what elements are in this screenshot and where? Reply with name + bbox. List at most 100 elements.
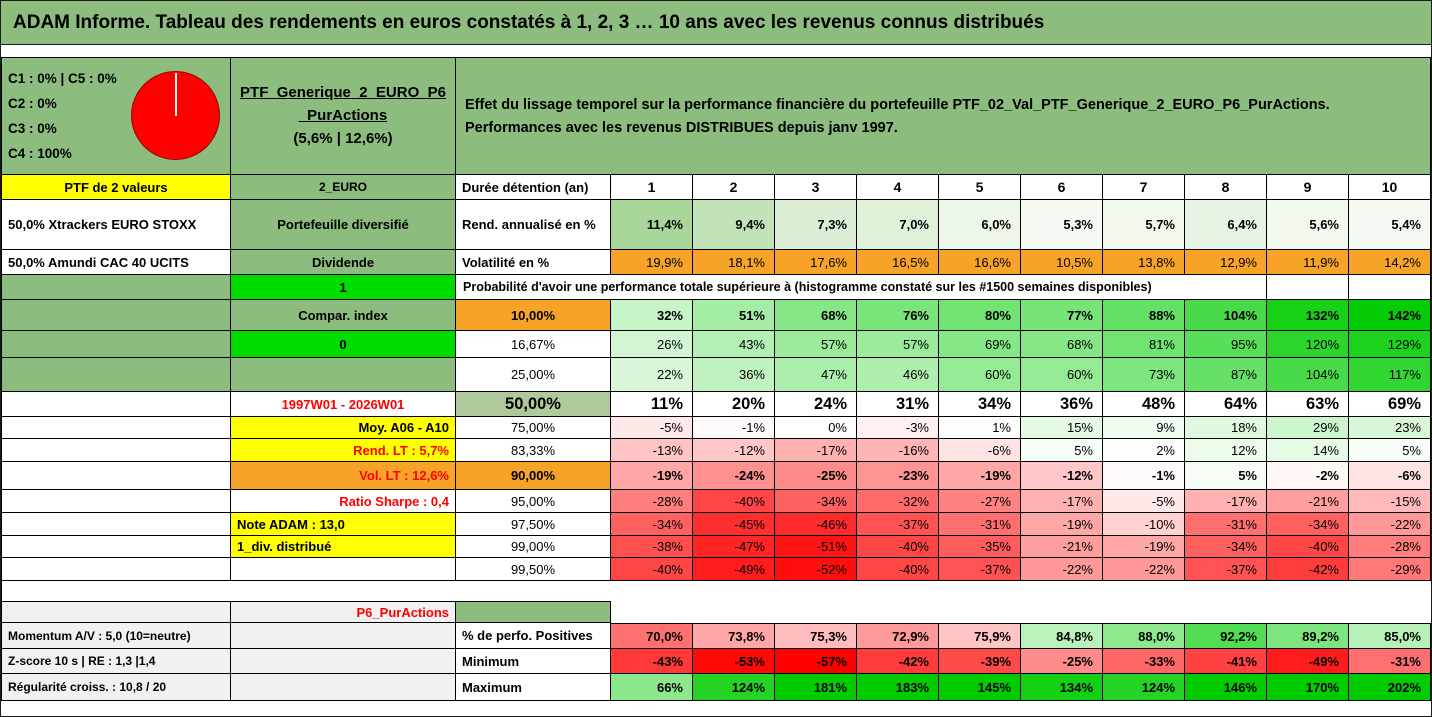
cell-r-gularit-croiss-10-8-20[interactable]: Régularité croiss. : 10,8 / 20 (2, 674, 231, 701)
year-header-3[interactable]: 3 (775, 175, 857, 200)
cell-minimum-y9[interactable]: -49% (1267, 649, 1349, 674)
cell-vol-y8[interactable]: 12,9% (1185, 250, 1267, 275)
cell-p99-y5[interactable]: -35% (939, 536, 1021, 558)
cell-vol-y3[interactable]: 17,6% (775, 250, 857, 275)
cell-rend-y9[interactable]: 5,6% (1267, 200, 1349, 250)
cell-minimum-y3[interactable]: -57% (775, 649, 857, 674)
cell-p995-c1-empty[interactable] (2, 558, 231, 581)
cell-positives-y9[interactable]: 89,2% (1267, 623, 1349, 649)
cell-p99-y8[interactable]: -34% (1185, 536, 1267, 558)
cell-p75-y4[interactable]: -3% (857, 417, 939, 439)
cell-p99-y1[interactable]: -38% (611, 536, 693, 558)
cell-p50-y5[interactable]: 34% (939, 392, 1021, 417)
cell-p99-y3[interactable]: -51% (775, 536, 857, 558)
cell-p10-y7[interactable]: 88% (1103, 300, 1185, 331)
cell-p83-y5[interactable]: -6% (939, 439, 1021, 462)
cell-p25-y8[interactable]: 87% (1185, 358, 1267, 392)
cell-p25-y10[interactable]: 117% (1349, 358, 1431, 392)
cell-p75-y10[interactable]: 23% (1349, 417, 1431, 439)
cell-90-00[interactable]: 90,00% (456, 462, 611, 490)
cell-vol-y2[interactable]: 18,1% (693, 250, 775, 275)
cell-p25-y6[interactable]: 60% (1021, 358, 1103, 392)
cell-p10-y6[interactable]: 77% (1021, 300, 1103, 331)
cell-p97-y6[interactable]: -19% (1021, 513, 1103, 536)
cell-volatilit-en[interactable]: Volatilité en % (456, 250, 611, 275)
cell-proba-c1-empty[interactable] (2, 275, 231, 300)
cell-proba-empty[interactable] (1267, 275, 1349, 300)
cell-p90-y2[interactable]: -24% (693, 462, 775, 490)
cell-p50-y4[interactable]: 31% (857, 392, 939, 417)
cell-p83-y8[interactable]: 12% (1185, 439, 1267, 462)
cell-p995-y6[interactable]: -22% (1021, 558, 1103, 581)
cell-0[interactable]: 0 (231, 331, 456, 358)
cell-maximum-y6[interactable]: 134% (1021, 674, 1103, 701)
cell-p10-y9[interactable]: 132% (1267, 300, 1349, 331)
cell-p90-y1[interactable]: -19% (611, 462, 693, 490)
cell-p95-y8[interactable]: -17% (1185, 490, 1267, 513)
cell-p99-y2[interactable]: -47% (693, 536, 775, 558)
cell-p97-y7[interactable]: -10% (1103, 513, 1185, 536)
cell-p95-c1-empty[interactable] (2, 490, 231, 513)
cell-p995-y1[interactable]: -40% (611, 558, 693, 581)
cell-p90-y6[interactable]: -12% (1021, 462, 1103, 490)
cell-p75-y5[interactable]: 1% (939, 417, 1021, 439)
cell-maximum-y10[interactable]: 202% (1349, 674, 1431, 701)
cell-p99-y10[interactable]: -28% (1349, 536, 1431, 558)
cell-75-00[interactable]: 75,00% (456, 417, 611, 439)
cell-2-euro[interactable]: 2_EURO (231, 175, 456, 200)
cell-minimum-y5[interactable]: -39% (939, 649, 1021, 674)
cell-p16-y6[interactable]: 68% (1021, 331, 1103, 358)
cell-p25-y2[interactable]: 36% (693, 358, 775, 392)
cell-maximum-y9[interactable]: 170% (1267, 674, 1349, 701)
cell-p10-y5[interactable]: 80% (939, 300, 1021, 331)
cell-p75-y9[interactable]: 29% (1267, 417, 1349, 439)
cell-minimum-y1[interactable]: -43% (611, 649, 693, 674)
cell-p50-y9[interactable]: 63% (1267, 392, 1349, 417)
cell-p83-y7[interactable]: 2% (1103, 439, 1185, 462)
cell-positives-y2[interactable]: 73,8% (693, 623, 775, 649)
cell-p25-y1[interactable]: 22% (611, 358, 693, 392)
cell-p16-y10[interactable]: 129% (1349, 331, 1431, 358)
cell-p50-y8[interactable]: 64% (1185, 392, 1267, 417)
cell-p16-y4[interactable]: 57% (857, 331, 939, 358)
cell-p16-c1-empty[interactable] (2, 331, 231, 358)
cell-99-00[interactable]: 99,00% (456, 536, 611, 558)
year-header-9[interactable]: 9 (1267, 175, 1349, 200)
cell-dividende[interactable]: Dividende (231, 250, 456, 275)
cell-vol-y6[interactable]: 10,5% (1021, 250, 1103, 275)
cell-p95-y5[interactable]: -27% (939, 490, 1021, 513)
year-header-2[interactable]: 2 (693, 175, 775, 200)
cell-p6-puractions[interactable]: P6_PurActions (231, 601, 456, 623)
cell-95-00[interactable]: 95,00% (456, 490, 611, 513)
cell-p50-y2[interactable]: 20% (693, 392, 775, 417)
cell-p10-y4[interactable]: 76% (857, 300, 939, 331)
cell-p10-y8[interactable]: 104% (1185, 300, 1267, 331)
cell-p75-y3[interactable]: 0% (775, 417, 857, 439)
cell-p995-y7[interactable]: -22% (1103, 558, 1185, 581)
cell-p75-y8[interactable]: 18% (1185, 417, 1267, 439)
cell-maximum-y8[interactable]: 146% (1185, 674, 1267, 701)
cell-50-0-xtrackers-euro-stoxx[interactable]: 50,0% Xtrackers EURO STOXX (2, 200, 231, 250)
cell-positives-y10[interactable]: 85,0% (1349, 623, 1431, 649)
cell-p10-y3[interactable]: 68% (775, 300, 857, 331)
cell-97-50[interactable]: 97,50% (456, 513, 611, 536)
cell-p75-y1[interactable]: -5% (611, 417, 693, 439)
cell-p99-y9[interactable]: -40% (1267, 536, 1349, 558)
cell-p16-y8[interactable]: 95% (1185, 331, 1267, 358)
cell-p97-y3[interactable]: -46% (775, 513, 857, 536)
cell-1997w01-2026w01[interactable]: 1997W01 - 2026W01 (231, 392, 456, 417)
cell-p97-y2[interactable]: -45% (693, 513, 775, 536)
cell-p16-y2[interactable]: 43% (693, 331, 775, 358)
cell-p90-y3[interactable]: -25% (775, 462, 857, 490)
cell-minimum[interactable]: Minimum (456, 649, 611, 674)
cell-p90-c1-empty[interactable] (2, 462, 231, 490)
cell-p25-y4[interactable]: 46% (857, 358, 939, 392)
cell-p97-c1-empty[interactable] (2, 513, 231, 536)
cell-rend-annualis-en[interactable]: Rend. annualisé en % (456, 200, 611, 250)
cell-p16-y1[interactable]: 26% (611, 331, 693, 358)
cell-vol-lt-12-6[interactable]: Vol. LT : 12,6% (231, 462, 456, 490)
portfolio-name-cell[interactable]: PTF_Generique_2_EURO_P6 _PurActions (5,6% … (231, 58, 456, 175)
year-header-7[interactable]: 7 (1103, 175, 1185, 200)
cell-p90-y9[interactable]: -2% (1267, 462, 1349, 490)
cell-10-00[interactable]: 10,00% (456, 300, 611, 331)
